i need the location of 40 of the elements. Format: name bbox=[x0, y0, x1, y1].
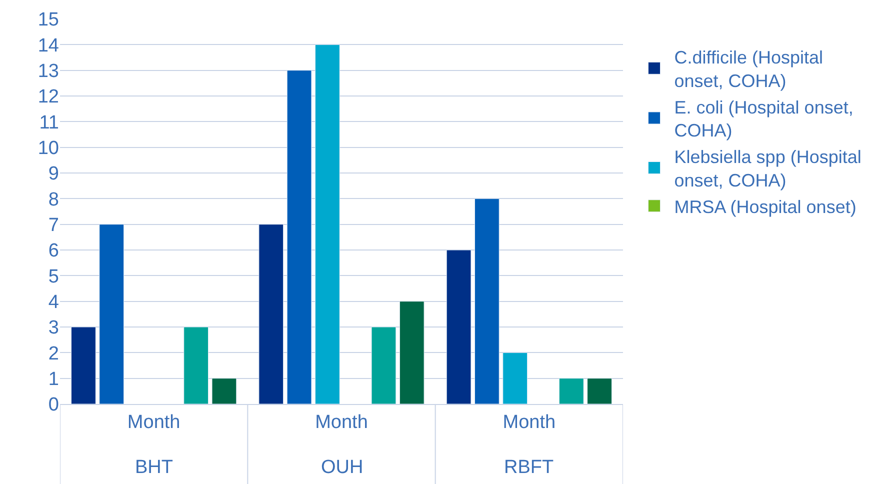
bar bbox=[314, 44, 340, 404]
bar bbox=[446, 250, 472, 404]
y-tick-label: 7 bbox=[48, 214, 59, 236]
y-tick-label: 15 bbox=[38, 10, 59, 31]
y-tick-label: 2 bbox=[48, 343, 59, 364]
legend-label: Klebsiella spp (Hospital onset, COHA) bbox=[674, 147, 862, 190]
y-tick-label: 4 bbox=[48, 292, 60, 313]
bar bbox=[71, 326, 96, 404]
bar bbox=[502, 352, 528, 404]
bar bbox=[474, 198, 500, 404]
x-tick-label: Month bbox=[315, 412, 368, 433]
text: BHT bbox=[135, 457, 174, 478]
y-tick-label: 13 bbox=[38, 60, 59, 82]
y-tick-label: 11 bbox=[39, 112, 59, 134]
text: OUH bbox=[321, 457, 364, 478]
legend-label: E. coli (Hospital onset, COHA) bbox=[674, 97, 854, 141]
y-tick-label: 0 bbox=[48, 394, 59, 416]
text: RBFT bbox=[504, 457, 554, 478]
y-tick-label: 10 bbox=[38, 138, 59, 159]
y-tick-label: 3 bbox=[48, 318, 59, 339]
bar bbox=[184, 326, 209, 404]
y-tick-label: 5 bbox=[48, 266, 59, 288]
y-tick-label: 9 bbox=[48, 164, 59, 185]
bar bbox=[587, 378, 612, 404]
legend-label: C.difficile (Hospital onset, COHA) bbox=[674, 47, 823, 91]
y-tick-label: 6 bbox=[48, 240, 59, 262]
bar bbox=[399, 301, 424, 404]
y-tick-label: 12 bbox=[38, 86, 59, 108]
y-tick-label: 8 bbox=[48, 189, 59, 210]
bar bbox=[286, 70, 312, 404]
x-tick-label: Month bbox=[502, 412, 556, 433]
x-tick-label: Month bbox=[127, 412, 180, 433]
bar bbox=[212, 378, 237, 404]
y-tick-label: 14 bbox=[38, 35, 60, 56]
y-tick-label: 1 bbox=[48, 368, 59, 390]
bar bbox=[258, 224, 284, 404]
bar bbox=[99, 224, 124, 404]
bar bbox=[371, 326, 396, 404]
legend-label: MRSA (Hospital onset) bbox=[674, 196, 856, 217]
bar bbox=[558, 378, 584, 404]
